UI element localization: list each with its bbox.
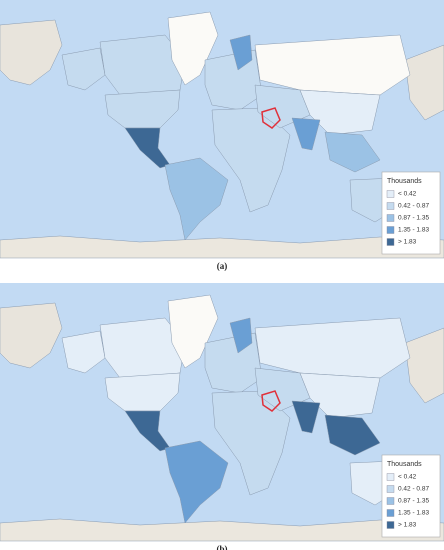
greenland — [167, 11, 219, 86]
china — [299, 89, 381, 136]
legend-swatch — [386, 238, 395, 246]
south-america — [164, 440, 229, 524]
alaska — [61, 47, 106, 91]
legend-label: 1.35 - 1.83 — [398, 510, 429, 517]
map-panel: Thousands < 0.42 0.42 - 0.87 0.87 - 1.35 1.3… — [0, 0, 444, 259]
legend-label: > 1.83 — [398, 239, 417, 246]
legend-label: 0.42 - 0.87 — [398, 203, 429, 210]
beige-land — [404, 327, 444, 404]
legend-label: < 0.42 — [398, 191, 417, 198]
highlight-iran — [261, 107, 281, 129]
beige-land — [0, 302, 63, 369]
europe — [204, 49, 263, 111]
beige-land — [0, 19, 63, 86]
india — [291, 400, 321, 434]
legend-swatch — [386, 497, 395, 505]
china — [299, 372, 381, 419]
legend-swatch — [386, 214, 395, 222]
legend-swatch — [386, 485, 395, 493]
legend-title: Thousands — [387, 461, 422, 468]
scandinavia — [229, 34, 253, 71]
legend-swatch — [386, 521, 395, 529]
legend: Thousands < 0.42 0.42 - 0.87 0.87 - 1.35 1.3… — [381, 171, 441, 255]
se-asia — [324, 131, 381, 173]
antarctica — [0, 235, 444, 259]
legend-swatch — [386, 226, 395, 234]
legend-swatch — [386, 473, 395, 481]
alaska — [61, 330, 106, 374]
india — [291, 117, 321, 151]
legend-label: 0.87 - 1.35 — [398, 498, 429, 505]
greenland — [167, 294, 219, 369]
legend-label: 1.35 - 1.83 — [398, 227, 429, 234]
europe — [204, 332, 263, 394]
legend: Thousands < 0.42 0.42 - 0.87 0.87 - 1.35 1.3… — [381, 454, 441, 538]
legend-title: Thousands — [387, 178, 422, 185]
map-panel: Thousands < 0.42 0.42 - 0.87 0.87 - 1.35 1.3… — [0, 283, 444, 542]
south-america — [164, 157, 229, 241]
highlight-iran — [261, 390, 281, 412]
caption: (a) — [217, 261, 228, 271]
scandinavia — [229, 317, 253, 354]
se-asia — [324, 414, 381, 456]
legend-label: < 0.42 — [398, 474, 417, 481]
legend-swatch — [386, 509, 395, 517]
legend-swatch — [386, 202, 395, 210]
legend-label: 0.87 - 1.35 — [398, 215, 429, 222]
beige-land — [404, 44, 444, 121]
antarctica — [0, 518, 444, 542]
caption: (b) — [217, 544, 228, 550]
legend-label: 0.42 - 0.87 — [398, 486, 429, 493]
legend-swatch — [386, 190, 395, 198]
legend-label: > 1.83 — [398, 522, 417, 529]
